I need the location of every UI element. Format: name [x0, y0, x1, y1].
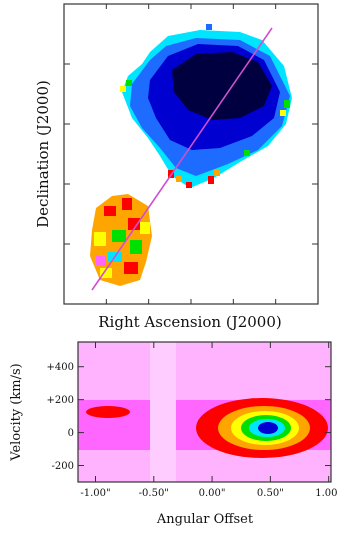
- pv-right-blue: [258, 422, 278, 434]
- bottom-axes: -1.00" -0.50" 0.00" 0.50" 1.00" +400 +200 0 -200: [47, 342, 337, 499]
- bottom-y-tick-label: -200: [52, 461, 74, 472]
- blob-speckle: [176, 176, 182, 182]
- top-ylabel: Declination (J2000): [34, 80, 52, 228]
- top-panel: Right Ascension (J2000) Declination (J20…: [34, 3, 319, 331]
- bottom-x-tick-label: 0.50": [257, 488, 284, 499]
- bottom-ylabel: Velocity (km/s): [9, 363, 24, 461]
- bottom-y-tick-label: +200: [47, 395, 74, 406]
- blob-speckle: [120, 86, 126, 92]
- top-ticks: [64, 4, 318, 304]
- slit-line: [91, 27, 273, 291]
- small-blob-cell: [122, 198, 132, 210]
- bottom-y-tick-label: +400: [47, 362, 74, 373]
- secondary-emission-region: [90, 194, 152, 286]
- blob-speckle: [208, 176, 214, 184]
- blob-speckle: [206, 24, 212, 30]
- main-emission-region: [120, 24, 292, 188]
- bottom-x-tick-label: -1.00": [80, 488, 110, 499]
- bottom-x-tick-label: 0.00": [199, 488, 226, 499]
- bottom-y-tick-label: 0: [68, 428, 74, 439]
- bottom-plot-frame: [77, 341, 332, 483]
- small-blob-cell: [128, 218, 140, 230]
- bottom-xlabel: Angular Offset: [156, 512, 254, 527]
- blob-speckle: [214, 170, 220, 176]
- small-blob-cell: [130, 240, 142, 254]
- pv-background-stripe: [150, 342, 176, 482]
- blob-speckle: [186, 182, 192, 188]
- small-blob-cell: [124, 262, 138, 274]
- bottom-x-tick-label: 1.00": [315, 488, 337, 499]
- small-blob-cell: [140, 222, 150, 234]
- blob-speckle: [284, 100, 290, 108]
- small-blob-cell: [94, 232, 106, 246]
- blob-speckle: [244, 150, 250, 156]
- small-blob-cell: [112, 230, 126, 242]
- top-xlabel: Right Ascension (J2000): [98, 313, 281, 331]
- bottom-panel: -1.00" -0.50" 0.00" 0.50" 1.00" +400 +200 0 -200…: [9, 341, 337, 527]
- main-blob-core: [172, 52, 272, 120]
- bottom-heatmap: [78, 342, 331, 482]
- blob-speckle: [126, 80, 132, 86]
- small-blob-cell: [104, 206, 116, 216]
- small-blob-cell: [96, 256, 106, 266]
- bottom-x-tick-label: -0.50": [139, 488, 169, 499]
- small-blob-cell: [100, 268, 112, 278]
- pv-left-feature: [86, 406, 130, 418]
- blob-speckle: [280, 110, 286, 116]
